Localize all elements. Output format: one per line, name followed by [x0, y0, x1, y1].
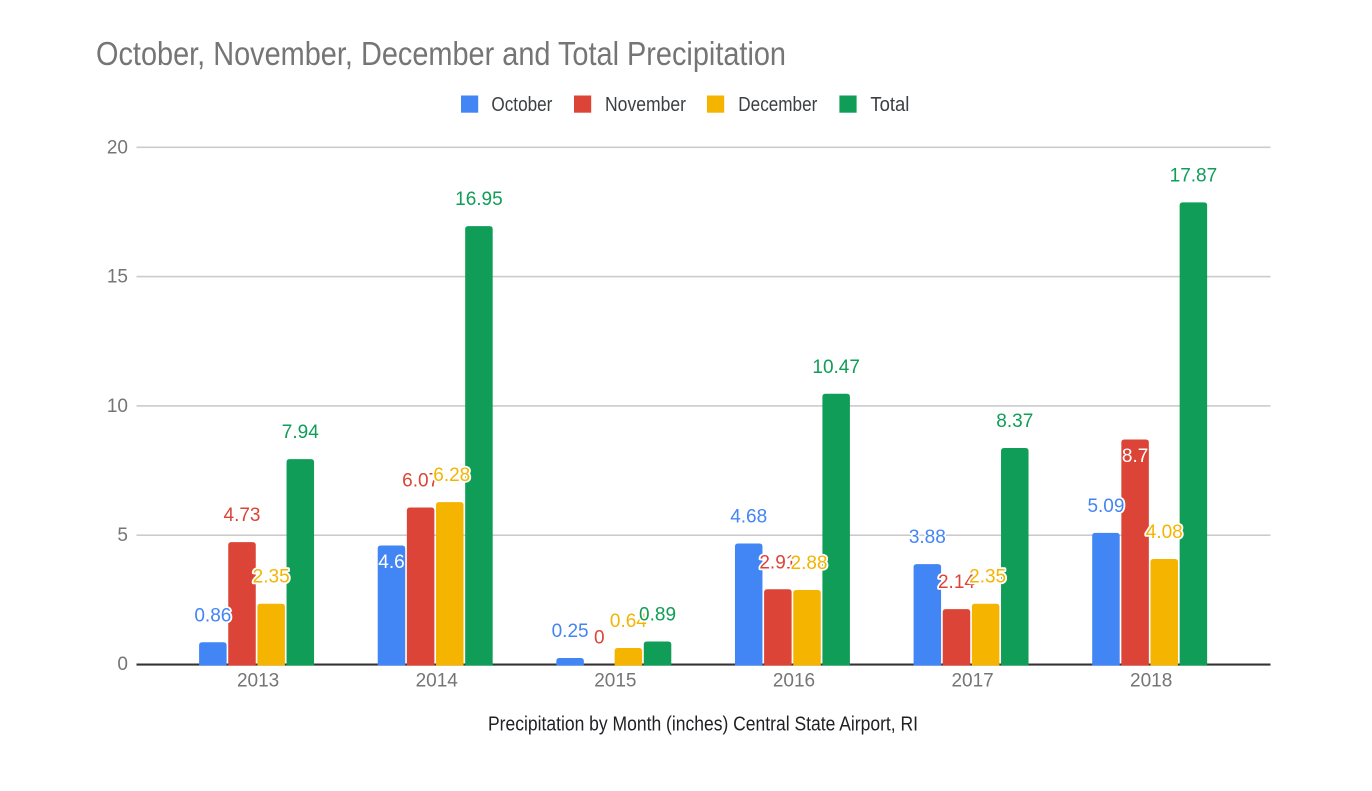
svg-text:17.87: 17.87	[1170, 165, 1218, 186]
svg-text:4.6: 4.6	[378, 552, 404, 573]
svg-text:2015: 2015	[594, 671, 636, 692]
svg-text:10: 10	[107, 396, 128, 417]
svg-text:2017: 2017	[951, 671, 993, 692]
svg-text:2.91: 2.91	[759, 552, 796, 573]
svg-text:2.14: 2.14	[938, 572, 975, 593]
svg-text:15: 15	[107, 267, 128, 288]
svg-text:5.09: 5.09	[1087, 496, 1124, 517]
svg-text:December: December	[738, 94, 817, 116]
svg-text:7.94: 7.94	[282, 422, 319, 443]
svg-text:2016: 2016	[773, 671, 815, 692]
svg-text:2.35: 2.35	[969, 567, 1006, 588]
svg-text:2018: 2018	[1130, 671, 1172, 692]
svg-text:3.88: 3.88	[909, 527, 946, 548]
svg-text:4.73: 4.73	[224, 505, 261, 526]
svg-text:8.7: 8.7	[1122, 446, 1148, 467]
svg-text:8.37: 8.37	[996, 411, 1033, 432]
svg-text:0.25: 0.25	[552, 621, 589, 642]
svg-text:November: November	[605, 94, 686, 116]
svg-text:0.89: 0.89	[639, 604, 676, 625]
svg-text:Precipitation by Month (inches: Precipitation by Month (inches) Central …	[488, 714, 918, 736]
svg-text:2.88: 2.88	[791, 553, 828, 574]
svg-text:5: 5	[117, 525, 128, 546]
svg-text:0.86: 0.86	[194, 605, 231, 626]
svg-text:6.28: 6.28	[433, 465, 470, 486]
svg-text:4.68: 4.68	[730, 506, 767, 527]
svg-text:October: October	[491, 94, 552, 116]
svg-text:6.07: 6.07	[402, 471, 439, 492]
svg-text:0.64: 0.64	[610, 611, 647, 632]
svg-text:2.35: 2.35	[253, 567, 290, 588]
svg-text:Total: Total	[870, 94, 909, 116]
svg-text:16.95: 16.95	[455, 189, 503, 210]
svg-text:0: 0	[117, 654, 128, 675]
svg-text:October, November, December an: October, November, December and Total Pr…	[96, 36, 786, 73]
svg-text:20: 20	[107, 137, 128, 158]
svg-text:2014: 2014	[416, 671, 459, 692]
svg-text:0: 0	[594, 628, 605, 649]
svg-text:10.47: 10.47	[812, 357, 860, 378]
svg-text:2013: 2013	[237, 671, 279, 692]
svg-text:4.08: 4.08	[1146, 522, 1183, 543]
